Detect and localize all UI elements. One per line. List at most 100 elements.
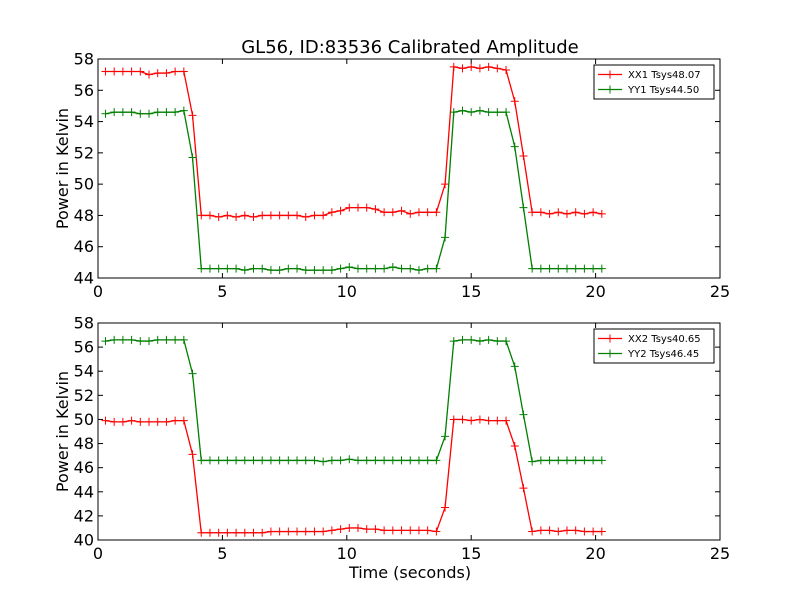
x-tick-label: 5: [217, 282, 227, 301]
chart-title: GL56, ID:83536 Calibrated Amplitude: [241, 37, 579, 58]
data-point: [240, 266, 249, 275]
data-point: [179, 416, 188, 425]
data-point: [223, 264, 232, 273]
data-point: [310, 211, 319, 220]
data-point: [449, 415, 458, 424]
data-point: [467, 416, 476, 425]
data-point: [528, 527, 537, 536]
data-point: [266, 527, 275, 536]
data-point: [545, 456, 554, 465]
data-point: [266, 211, 275, 220]
series-yy: [101, 335, 606, 466]
y-axis-label: Power in Kelvin: [53, 108, 72, 229]
series-line: [105, 339, 602, 463]
y-axis-label: Power in Kelvin: [53, 371, 72, 492]
data-point: [336, 206, 345, 215]
data-point: [502, 108, 511, 117]
legend-marker: [606, 70, 614, 79]
series-xx: [101, 415, 606, 537]
data-point: [214, 212, 223, 221]
data-point: [188, 153, 197, 162]
data-point: [571, 264, 580, 273]
data-point: [458, 64, 467, 73]
series-yy: [101, 106, 606, 275]
data-point: [562, 264, 571, 273]
data-point: [319, 527, 328, 536]
plot-frame: [97, 322, 721, 541]
legend-box: [593, 64, 715, 100]
data-point: [319, 211, 328, 220]
data-point: [484, 108, 493, 117]
data-point: [118, 335, 127, 344]
data-point: [345, 455, 354, 464]
y-tick-label: 44: [74, 269, 94, 288]
data-point: [362, 525, 371, 534]
y-tick-label: 54: [74, 362, 94, 381]
data-point: [162, 108, 171, 117]
data-point: [336, 264, 345, 273]
data-point: [380, 456, 389, 465]
data-point: [493, 337, 502, 346]
data-point: [353, 523, 362, 532]
data-point: [441, 432, 450, 441]
data-point: [406, 526, 415, 535]
data-point: [101, 67, 110, 76]
data-point: [284, 527, 293, 536]
data-point: [362, 456, 371, 465]
data-point: [188, 450, 197, 459]
data-point: [536, 264, 545, 273]
x-tick-label: 25: [710, 282, 730, 301]
legend-label: YY2 Tsys46.45: [627, 349, 699, 360]
data-point: [284, 264, 293, 273]
data-point: [502, 416, 511, 425]
data-point: [493, 64, 502, 73]
data-point: [423, 526, 432, 535]
data-point: [214, 528, 223, 537]
data-point: [110, 417, 119, 426]
data-point: [336, 456, 345, 465]
data-point: [406, 456, 415, 465]
data-point: [536, 208, 545, 217]
data-point: [449, 337, 458, 346]
data-point: [510, 142, 519, 151]
data-point: [467, 62, 476, 71]
data-point: [153, 417, 162, 426]
data-point: [197, 264, 206, 273]
data-point: [502, 337, 511, 346]
data-point: [249, 456, 258, 465]
data-point: [110, 67, 119, 76]
bottom-panel: 0 5 10 15 20 25 40 42 44 46 48 50 52 54 56 58 Power in K…: [53, 314, 730, 564]
data-point: [145, 417, 154, 426]
data-point: [353, 264, 362, 273]
data-point: [397, 264, 406, 273]
data-point: [275, 456, 284, 465]
data-point: [136, 337, 145, 346]
data-point: [554, 208, 563, 217]
data-point: [275, 527, 284, 536]
series-line: [105, 109, 602, 271]
data-point: [475, 415, 484, 424]
data-point: [301, 212, 310, 221]
data-point: [110, 108, 119, 117]
x-tick-label: 0: [93, 544, 103, 563]
data-point: [510, 362, 519, 371]
data-point: [188, 111, 197, 120]
data-point: [580, 527, 589, 536]
data-point: [101, 416, 110, 425]
data-point: [545, 264, 554, 273]
data-point: [118, 67, 127, 76]
legend-label: XX2 Tsys40.65: [628, 334, 701, 345]
data-point: [153, 335, 162, 344]
data-point: [475, 337, 484, 346]
data-point: [127, 416, 136, 425]
data-point: [545, 209, 554, 218]
y-tick-label: 52: [74, 386, 94, 405]
data-point: [249, 264, 258, 273]
data-point: [484, 62, 493, 71]
data-point: [293, 264, 302, 273]
data-point: [475, 106, 484, 115]
data-point: [232, 456, 241, 465]
data-point: [562, 456, 571, 465]
data-point: [441, 503, 450, 512]
